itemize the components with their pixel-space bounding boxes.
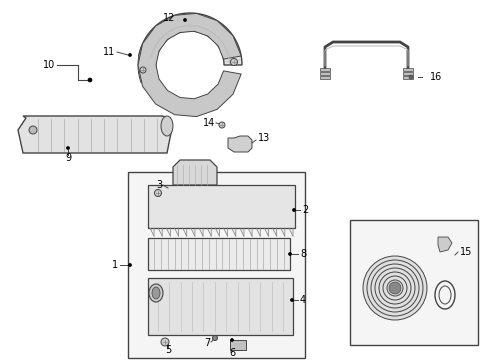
Text: 5: 5 [165, 345, 171, 355]
Text: 8: 8 [300, 249, 306, 259]
Text: 7: 7 [204, 338, 210, 348]
Circle shape [213, 336, 218, 341]
Polygon shape [438, 237, 452, 252]
Text: 11: 11 [103, 47, 115, 57]
Polygon shape [173, 160, 217, 185]
Circle shape [67, 147, 70, 149]
Bar [320, 68, 330, 71]
Circle shape [154, 189, 162, 197]
Circle shape [128, 54, 131, 57]
Polygon shape [138, 47, 158, 83]
Circle shape [289, 252, 292, 256]
Text: 6: 6 [229, 348, 235, 358]
Bar [148, 185, 295, 228]
Text: 4: 4 [300, 295, 306, 305]
Text: 3: 3 [156, 180, 162, 190]
Ellipse shape [161, 116, 173, 136]
Bar [403, 76, 413, 79]
Bar [128, 172, 305, 358]
Text: 1: 1 [112, 260, 118, 270]
Text: 16: 16 [430, 72, 442, 82]
Text: 14: 14 [203, 118, 215, 128]
Polygon shape [18, 116, 172, 153]
Circle shape [140, 67, 146, 73]
Circle shape [219, 122, 225, 128]
Circle shape [389, 282, 401, 294]
Text: 2: 2 [302, 205, 308, 215]
Circle shape [29, 126, 37, 134]
Circle shape [128, 264, 131, 266]
Circle shape [409, 75, 413, 79]
Ellipse shape [152, 287, 160, 299]
Circle shape [161, 338, 169, 346]
Bar [230, 340, 246, 350]
Circle shape [291, 298, 294, 302]
Bar [320, 72, 330, 75]
Circle shape [183, 18, 187, 22]
Ellipse shape [149, 284, 163, 302]
Bar [403, 72, 413, 75]
Polygon shape [139, 13, 242, 65]
Polygon shape [138, 13, 241, 117]
Circle shape [88, 78, 92, 82]
Bar [320, 76, 330, 79]
Text: 9: 9 [65, 153, 71, 163]
Text: 15: 15 [460, 247, 472, 257]
Text: 10: 10 [43, 60, 55, 70]
Bar [350, 220, 478, 345]
Text: 12: 12 [163, 13, 175, 23]
Circle shape [367, 260, 423, 316]
Circle shape [371, 264, 419, 312]
Polygon shape [228, 136, 252, 152]
Bar [148, 238, 290, 270]
Circle shape [293, 208, 295, 212]
Circle shape [230, 58, 238, 66]
Bar [148, 278, 293, 335]
Circle shape [363, 256, 427, 320]
Text: 13: 13 [258, 133, 270, 143]
Circle shape [230, 338, 234, 342]
Bar [403, 68, 413, 71]
